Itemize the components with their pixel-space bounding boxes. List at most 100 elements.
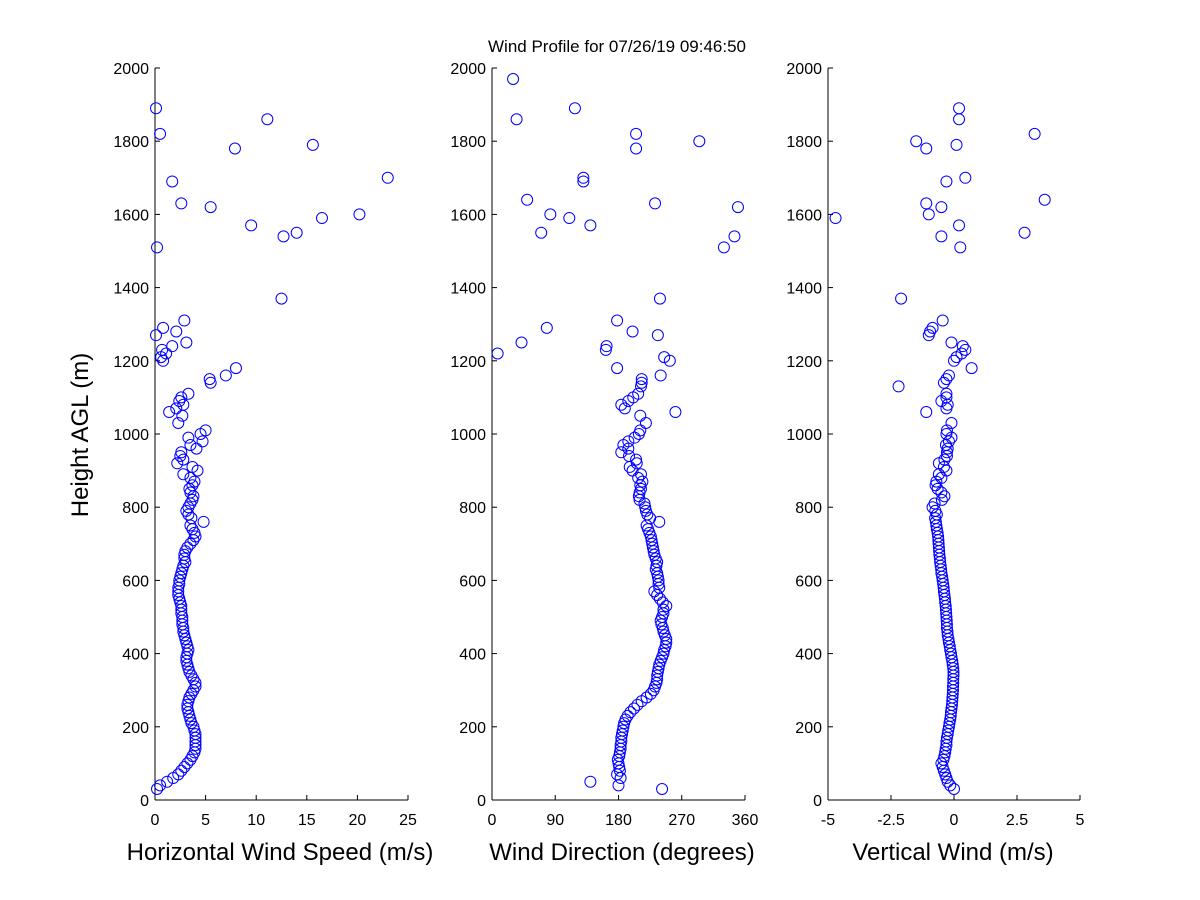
data-point [935, 201, 948, 214]
data-point [731, 201, 744, 214]
data-point [177, 398, 190, 411]
data-point [660, 600, 673, 613]
data-point [632, 387, 645, 400]
data-point [627, 391, 640, 404]
data-point [204, 201, 217, 214]
data-point [652, 574, 665, 587]
data-point [181, 757, 194, 770]
data-point [154, 127, 167, 140]
panel-wind-direction: 0 200 400 600 800 1000 1200 1400 1600 1800 2000 0 90… [450, 61, 758, 866]
data-point [634, 380, 647, 393]
data-point [175, 391, 188, 404]
data-point [540, 321, 553, 334]
x-tick-label: 0 [950, 812, 959, 829]
x-axis-label-direction: Wind Direction (degrees) [489, 839, 754, 866]
y-tick-label: 1200 [113, 354, 149, 371]
data-point [935, 486, 948, 499]
data-point [935, 493, 948, 506]
data-point [929, 504, 942, 517]
data-point [936, 314, 949, 327]
data-point [177, 453, 190, 466]
data-point [275, 292, 288, 305]
data-point [653, 592, 666, 605]
data-point [163, 406, 176, 419]
data-point [544, 208, 557, 221]
data-point [895, 292, 908, 305]
data-point [630, 453, 643, 466]
data-point [176, 563, 189, 576]
data-point [151, 241, 164, 254]
x-tick-label: 0 [488, 812, 497, 829]
data-point [937, 376, 950, 389]
data-point [617, 720, 630, 733]
data-point [177, 468, 190, 481]
data-point [640, 691, 653, 704]
data-point [940, 428, 953, 440]
data-point [188, 475, 201, 488]
y-tick-label: 400 [459, 647, 486, 664]
data-point [950, 138, 963, 151]
data-point [161, 775, 174, 788]
data-point [261, 113, 274, 126]
data-point [1018, 226, 1031, 239]
data-point [924, 325, 937, 338]
data-point [306, 138, 319, 151]
data-point [170, 402, 183, 415]
data-point [180, 336, 193, 349]
data-point [940, 373, 953, 386]
y-tick-label: 600 [122, 573, 149, 590]
data-point [945, 417, 958, 430]
data-point [654, 369, 667, 382]
y-tick-label: 1800 [450, 134, 486, 151]
data-point [568, 102, 581, 115]
y-tick-label: 400 [122, 647, 149, 664]
data-point [188, 724, 201, 737]
data-point [635, 376, 648, 389]
data-point [160, 347, 173, 360]
x-tick-label: 2.5 [1006, 812, 1028, 829]
data-point [1038, 193, 1051, 206]
data-point [624, 706, 637, 719]
data-point [618, 402, 631, 415]
x-tick-label: 360 [732, 812, 759, 829]
data-point [1028, 127, 1041, 140]
y-tick-label: 1400 [450, 281, 486, 298]
data-point [185, 717, 198, 730]
y-tick-label: 200 [122, 720, 149, 737]
data-point [621, 709, 634, 722]
data-point [892, 380, 905, 393]
data-point [507, 72, 520, 85]
data-point [944, 779, 957, 792]
data-point [151, 783, 164, 796]
data-point [622, 435, 635, 448]
y-tick-label: 2000 [786, 61, 822, 78]
x-tick-label: 25 [399, 812, 417, 829]
x-tick-label: 0 [151, 812, 160, 829]
data-point [693, 135, 706, 148]
data-point [178, 761, 191, 774]
y-tick-label: 1600 [113, 207, 149, 224]
y-tick-label: 800 [459, 500, 486, 517]
x-tick-label: 15 [298, 812, 316, 829]
data-point [652, 662, 665, 675]
data-point [219, 369, 232, 382]
data-point [940, 387, 953, 400]
data-point [166, 340, 179, 353]
data-point [954, 241, 967, 254]
y-tick-label: 800 [122, 500, 149, 517]
y-tick-label: 2000 [113, 61, 149, 78]
data-point [178, 314, 191, 327]
data-point [634, 424, 647, 437]
data-point [315, 212, 328, 225]
data-point [948, 783, 960, 796]
data-point [184, 537, 197, 550]
data-point [171, 457, 184, 470]
data-point [172, 768, 185, 781]
data-point [657, 647, 670, 660]
data-point [938, 453, 951, 466]
x-axis-label-speed: Horizontal Wind Speed (m/s) [127, 839, 434, 866]
data-point [965, 362, 978, 375]
data-point [953, 219, 966, 232]
x-tick-label: 10 [247, 812, 265, 829]
data-point [956, 340, 969, 353]
